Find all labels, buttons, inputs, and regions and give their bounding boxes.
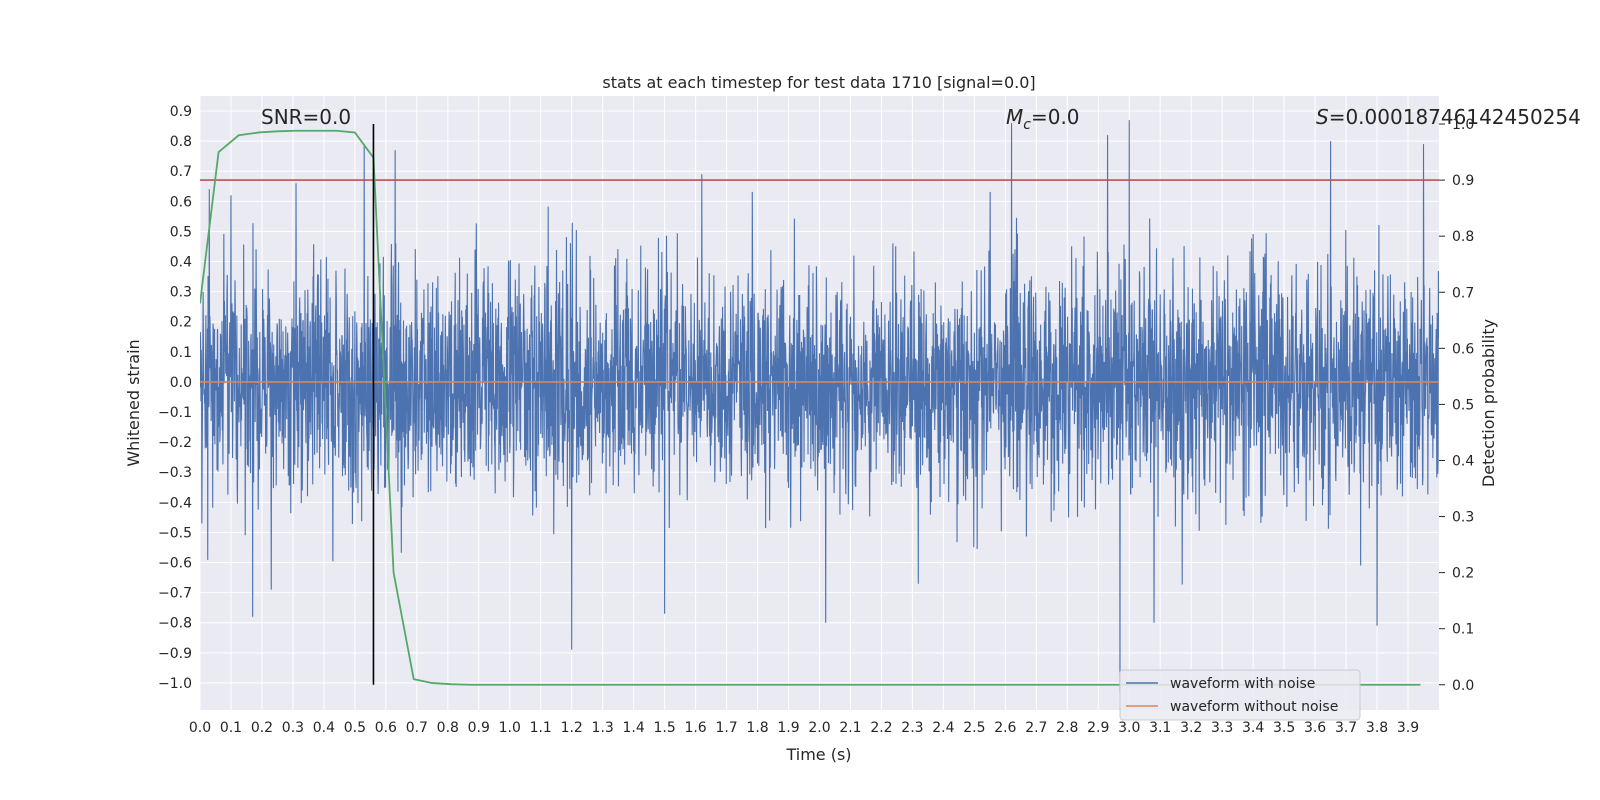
x-tick-label: 1.7: [715, 720, 737, 736]
x-tick-label: 1.1: [530, 720, 552, 736]
y-tick-label: 0.2: [170, 315, 192, 331]
x-tick-label: 2.4: [932, 720, 954, 736]
y-axis-label: Whitened strain: [124, 339, 143, 466]
y-right-tick-labels: 1.0 0.9 0.8 0.7 0.6 0.5 0.4 0.3 0.2 0.1 0.0: [1439, 117, 1474, 694]
y-tick-label: −0.4: [158, 495, 192, 511]
x-tick-label: 1.3: [592, 720, 614, 736]
x-tick-label: 3.7: [1335, 720, 1357, 736]
x-tick-label: 3.2: [1180, 720, 1202, 736]
x-tick-label: 0.6: [375, 720, 397, 736]
x-tick-label: 2.0: [808, 720, 830, 736]
x-tick-label: 2.2: [870, 720, 892, 736]
x-tick-label: 3.4: [1242, 720, 1264, 736]
y-tick-label: −0.9: [158, 646, 192, 662]
x-tick-label: 2.7: [1025, 720, 1047, 736]
y-tick-label: −0.6: [158, 556, 192, 572]
y-right-tick-label: 0.7: [1452, 285, 1474, 301]
x-tick-label: 0.3: [282, 720, 304, 736]
x-tick-label: 1.6: [684, 720, 706, 736]
x-tick-label: 0.1: [220, 720, 242, 736]
y-right-tick-label: 0.3: [1452, 510, 1474, 526]
y-tick-label: 0.3: [170, 285, 192, 301]
x-tick-label: 1.5: [653, 720, 675, 736]
y-tick-label: 0.9: [170, 104, 192, 120]
mc-symbol: M: [1006, 105, 1023, 129]
legend-box: [1119, 669, 1361, 721]
x-tick-label: 2.6: [994, 720, 1016, 736]
x-tick-labels: 0.0 0.1 0.2 0.3 0.4 0.5 0.6 0.7 0.8 0.9 1.0 1.1 1.2 1…: [189, 720, 1419, 736]
y-tick-label: 0.1: [170, 345, 192, 361]
series-waveform-with-noise: [200, 120, 1439, 692]
series-detection-probability: [200, 129, 1421, 686]
y-right-tick-label: 0.8: [1452, 229, 1474, 245]
y-tick-label: −1.0: [158, 676, 192, 692]
x-tick-label: 1.2: [561, 720, 583, 736]
x-tick-label: 2.3: [901, 720, 923, 736]
y-right-tick-label: 0.6: [1452, 341, 1474, 357]
x-tick-label: 3.8: [1366, 720, 1388, 736]
y-right-tick-label: 0.0: [1452, 678, 1474, 694]
s-annotation: S=0.00018746142450254: [1316, 105, 1581, 129]
x-axis-label: Time (s): [785, 745, 851, 764]
y-tick-label: −0.8: [158, 616, 192, 632]
x-tick-label: 2.1: [839, 720, 861, 736]
y-right-axis-label: Detection probability: [1479, 319, 1498, 487]
x-tick-label: 0.9: [468, 720, 490, 736]
y-tick-label: −0.1: [158, 405, 192, 421]
x-tick-label: 3.6: [1304, 720, 1326, 736]
y-tick-labels: 0.9 0.8 0.7 0.6 0.5 0.4 0.3 0.2 0.1 0.0 −0.1 −0.2 −0…: [158, 104, 192, 692]
x-tick-label: 1.0: [499, 720, 521, 736]
x-tick-label: 2.5: [963, 720, 985, 736]
y-tick-label: 0.0: [170, 375, 192, 391]
y-tick-label: −0.3: [158, 465, 192, 481]
x-tick-label: 1.4: [623, 720, 645, 736]
y-tick-label: 0.7: [170, 164, 192, 180]
x-tick-label: 3.3: [1211, 720, 1233, 736]
y-tick-label: −0.2: [158, 435, 192, 451]
x-tick-label: 0.7: [406, 720, 428, 736]
x-tick-label: 2.9: [1087, 720, 1109, 736]
s-symbol: S: [1316, 105, 1329, 129]
x-tick-label: 0.8: [437, 720, 459, 736]
x-tick-label: 0.2: [251, 720, 273, 736]
mc-value: =0.0: [1031, 105, 1080, 129]
x-tick-label: 0.5: [344, 720, 366, 736]
series-layer: [200, 120, 1439, 692]
x-tick-label: 0.4: [313, 720, 335, 736]
legend: waveform with noise waveform without noi…: [1119, 669, 1361, 721]
x-tick-label: 3.9: [1397, 720, 1419, 736]
x-tick-label: 3.1: [1149, 720, 1171, 736]
chart-title: stats at each timestep for test data 171…: [602, 73, 1035, 92]
snr-annotation: SNR=0.0: [261, 105, 351, 129]
y-tick-label: −0.5: [158, 525, 192, 541]
x-tick-label: 3.0: [1118, 720, 1140, 736]
mc-annotation: Mc=0.0: [1006, 105, 1080, 133]
y-right-tick-label: 0.2: [1452, 566, 1474, 582]
y-right-tick-label: 0.4: [1452, 453, 1474, 469]
y-tick-label: −0.7: [158, 586, 192, 602]
legend-label-clean: waveform without noise: [1170, 699, 1338, 715]
x-tick-label: 3.5: [1273, 720, 1295, 736]
y-tick-label: 0.6: [170, 194, 192, 210]
y-tick-label: 0.8: [170, 134, 192, 150]
mc-subscript: c: [1023, 117, 1031, 133]
y-right-tick-label: 1.0: [1452, 117, 1474, 133]
y-tick-label: 0.4: [170, 255, 192, 271]
y-tick-label: 0.5: [170, 224, 192, 240]
x-tick-label: 0.0: [189, 720, 211, 736]
legend-label-noise: waveform with noise: [1170, 676, 1315, 692]
x-tick-label: 2.8: [1056, 720, 1078, 736]
s-value: =0.00018746142450254: [1329, 105, 1581, 129]
x-tick-label: 1.9: [777, 720, 799, 736]
y-right-tick-label: 0.5: [1452, 397, 1474, 413]
y-right-tick-label: 0.1: [1452, 622, 1474, 638]
y-right-tick-label: 0.9: [1452, 173, 1474, 189]
x-tick-label: 1.8: [746, 720, 768, 736]
